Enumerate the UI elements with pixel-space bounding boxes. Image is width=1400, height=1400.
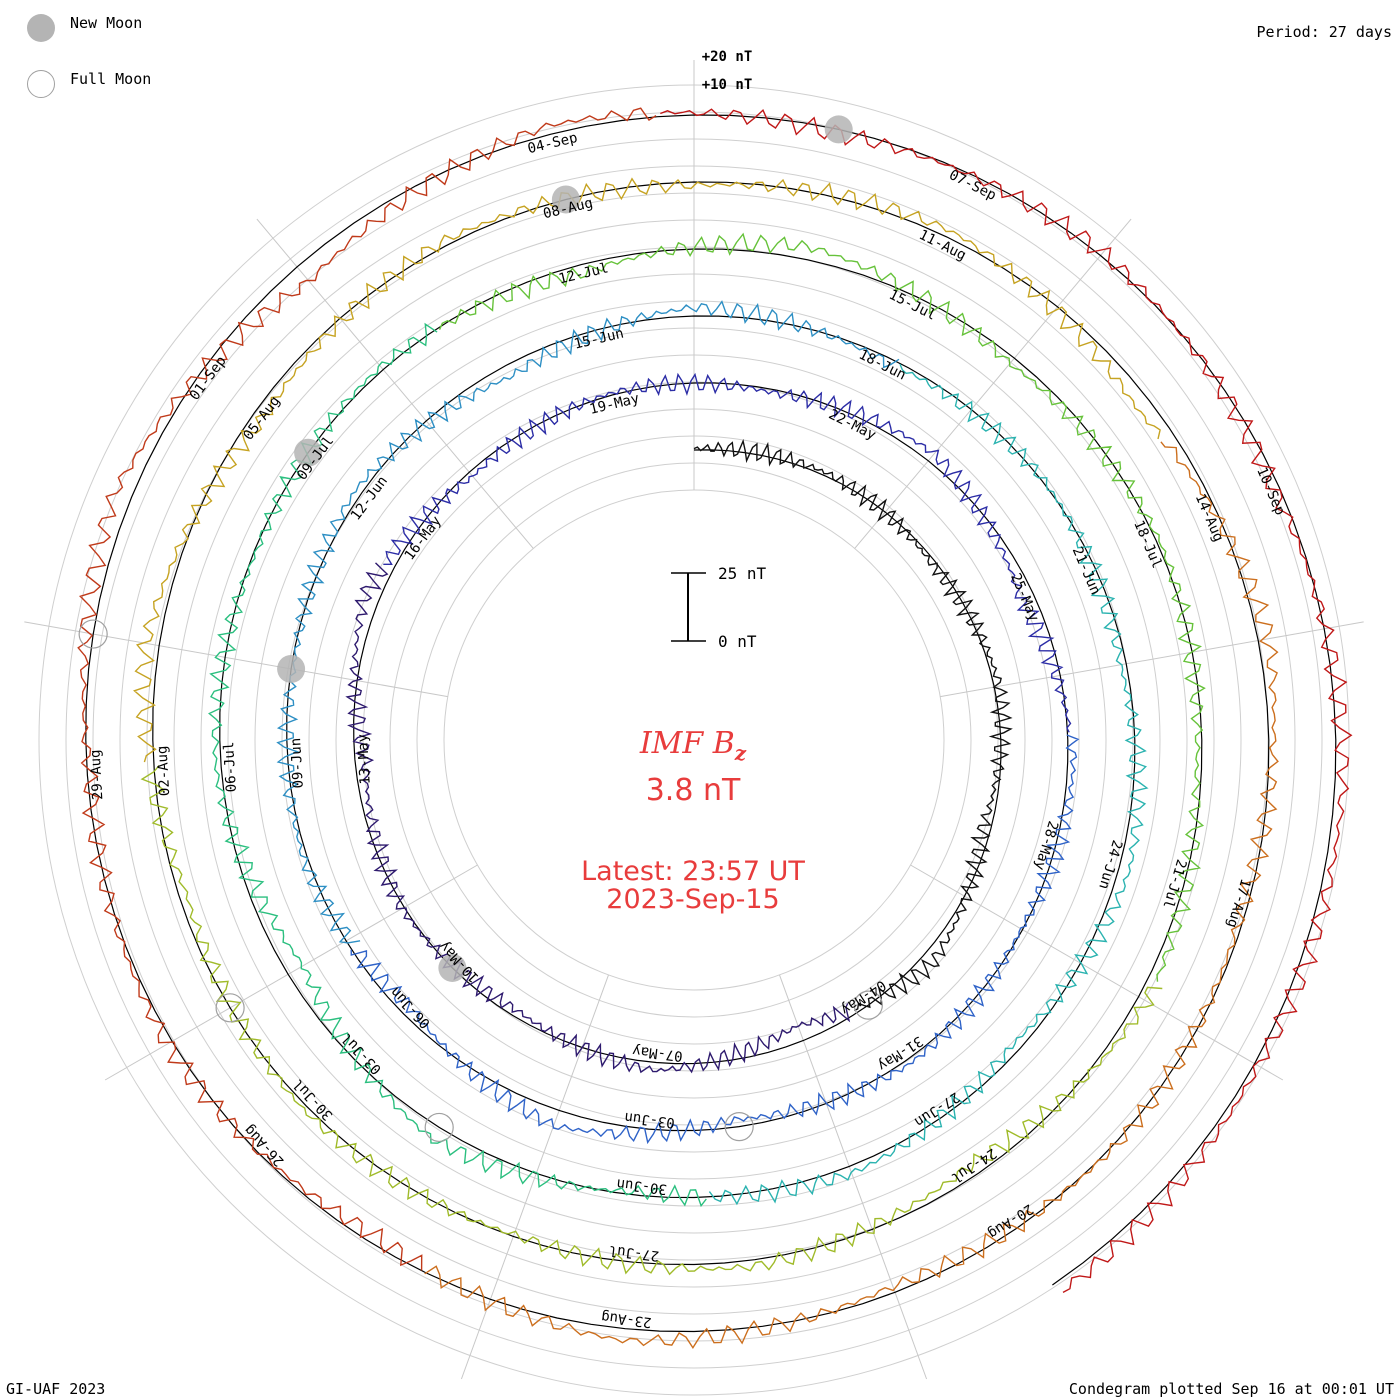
date-label: 12-Jun xyxy=(348,473,391,523)
full-moon-marker xyxy=(78,619,108,649)
grid-spoke xyxy=(460,974,609,1380)
bz-trace xyxy=(77,107,1353,1349)
bz-segment xyxy=(276,300,900,944)
scale-bar: 25 nT 0 nT xyxy=(671,564,767,651)
date-label: 23-Aug xyxy=(600,1308,652,1330)
new-moon-marker xyxy=(277,654,306,683)
latest-date: 2023-Sep-15 xyxy=(606,884,780,915)
date-label: 13-May xyxy=(355,734,374,785)
parameter-name: IMF B xyxy=(639,726,735,761)
grid-spoke xyxy=(24,621,448,698)
date-label: 07-May xyxy=(631,1042,683,1064)
bz-segment xyxy=(345,562,851,1074)
full-moon-marker xyxy=(215,993,245,1023)
grid-spoke xyxy=(779,974,928,1380)
scale-high-label: 25 nT xyxy=(718,564,767,583)
period-label: Period: 27 days xyxy=(1256,23,1392,41)
date-label: 27-Jun xyxy=(911,1089,962,1130)
bz-segment xyxy=(438,232,1206,982)
date-label: 26-Aug xyxy=(241,1121,287,1169)
new-moon-marker xyxy=(438,953,467,982)
date-label: 09-Jun xyxy=(288,737,307,788)
current-value: 3.8 nT xyxy=(645,773,741,808)
full-moon-marker xyxy=(724,1112,754,1142)
date-label: 06-Jul xyxy=(221,741,240,792)
new-moon-marker xyxy=(294,438,323,467)
new-moon-marker xyxy=(824,115,853,144)
date-label: 02-Aug xyxy=(154,745,173,796)
parameter-title: IMF Bz xyxy=(0,726,1386,765)
plotted-timestamp: Condegram plotted Sep 16 at 00:01 UT xyxy=(1068,1380,1394,1398)
bz-segment xyxy=(133,177,1161,763)
date-label: 27-Jul xyxy=(608,1242,660,1264)
full-moon-icon xyxy=(27,70,55,98)
full-moon-marker xyxy=(424,1112,454,1143)
date-label: 03-Jul xyxy=(339,1030,385,1078)
date-label: 20-Aug xyxy=(985,1200,1036,1241)
reference-label: +20 nT xyxy=(702,49,753,65)
new-moon-icon xyxy=(27,14,55,42)
grid-spoke xyxy=(104,864,478,1081)
date-label: 24-Jul xyxy=(948,1145,999,1186)
date-label: 22-May xyxy=(826,407,878,444)
date-label: 06-Jun xyxy=(387,984,433,1032)
latest-time: Latest: 23:57 UT xyxy=(581,856,805,887)
date-label: 10-Sep xyxy=(1253,465,1288,518)
new-moon-marker xyxy=(551,185,580,214)
date-label: 29-Aug xyxy=(88,749,107,800)
bz-segment xyxy=(708,363,1149,1206)
date-label: 25-May xyxy=(1007,571,1042,624)
bz-segment xyxy=(208,322,707,1208)
grid-spoke xyxy=(256,218,534,549)
reference-label: +10 nT xyxy=(702,77,753,93)
reference-labels: +20 nT +10 nT xyxy=(702,49,753,93)
credit-label: GI-UAF 2023 xyxy=(6,1380,106,1398)
date-label: 11-Aug xyxy=(916,227,968,264)
bz-segment xyxy=(350,734,1080,1145)
date-label: 03-Jun xyxy=(624,1109,676,1131)
bz-segment xyxy=(693,438,1013,1012)
parameter-subscript: z xyxy=(734,741,747,765)
day-spokes xyxy=(24,60,1364,1380)
bz-segment xyxy=(77,107,657,1271)
moon-phases xyxy=(78,115,883,1143)
full-moon-marker xyxy=(853,990,883,1020)
bz-segment xyxy=(383,372,1072,733)
full-moon-label: Full Moon xyxy=(70,70,152,88)
bz-segment xyxy=(140,764,1163,1276)
bz-segment xyxy=(424,441,1279,1349)
grid-spoke xyxy=(940,621,1364,698)
date-label: 05-Aug xyxy=(240,393,283,443)
grid-spoke xyxy=(854,218,1132,549)
date-label: 30-Jun xyxy=(616,1175,668,1197)
new-moon-label: New Moon xyxy=(70,14,143,32)
scale-low-label: 0 nT xyxy=(718,632,757,651)
bz-segment xyxy=(660,108,1353,1294)
date-label: 21-Jun xyxy=(1069,545,1104,598)
